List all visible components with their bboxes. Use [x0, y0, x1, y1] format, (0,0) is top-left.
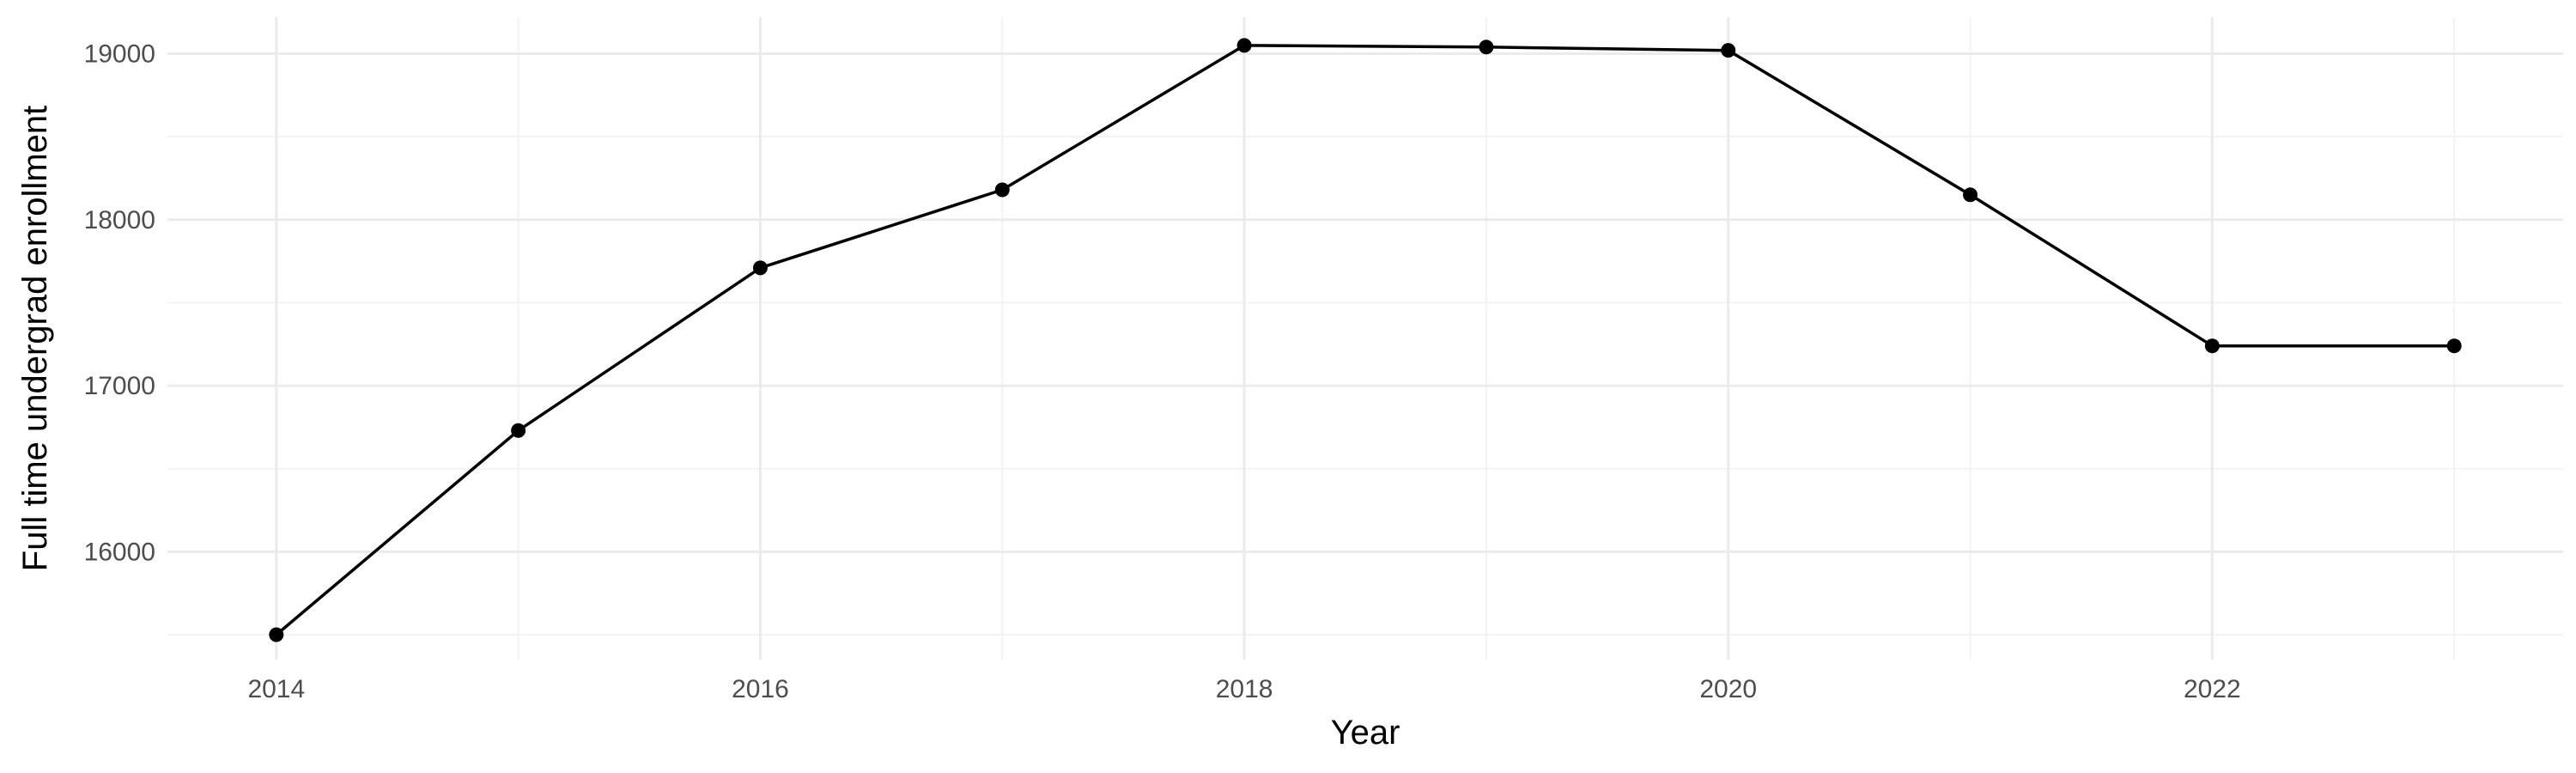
x-axis-ticks: 2014 2016 2018 2020 2022: [247, 675, 2240, 703]
minor-gridlines: [167, 17, 2563, 660]
data-point: [269, 627, 284, 642]
major-gridlines: [167, 17, 2563, 660]
x-tick-label: 2020: [1699, 675, 1757, 703]
data-point: [1479, 40, 1494, 55]
y-tick-label: 16000: [84, 538, 155, 566]
data-point: [2446, 338, 2462, 354]
y-axis-ticks: 16000 17000 18000 19000: [84, 40, 155, 567]
data-point: [1236, 38, 1252, 53]
data-point: [1963, 187, 1978, 203]
x-tick-label: 2014: [247, 675, 305, 703]
data-point: [994, 182, 1010, 198]
x-axis-title: Year: [1331, 714, 1400, 752]
x-tick-label: 2016: [732, 675, 789, 703]
x-tick-label: 2022: [2184, 675, 2241, 703]
x-tick-label: 2018: [1216, 675, 1273, 703]
y-tick-label: 19000: [84, 40, 155, 69]
data-point: [511, 423, 526, 438]
y-tick-label: 18000: [84, 206, 155, 234]
data-point: [1721, 43, 1736, 58]
data-point: [752, 260, 768, 276]
series-line: [275, 44, 2455, 636]
series-layer: [269, 38, 2462, 642]
data-point: [2204, 338, 2220, 354]
y-tick-label: 17000: [84, 372, 155, 400]
y-axis-title: Full time undergrad enrollment: [16, 106, 54, 571]
